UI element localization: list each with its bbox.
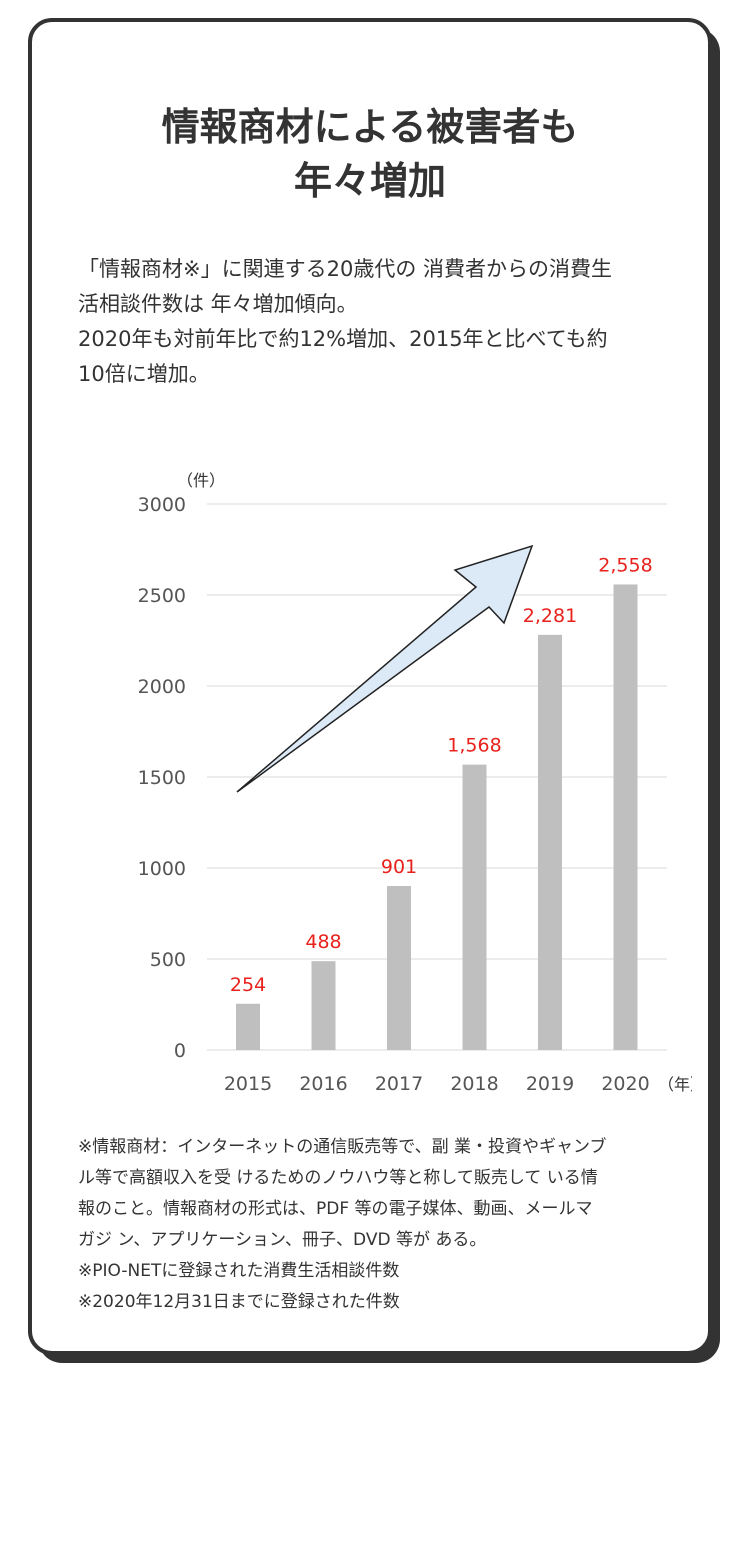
- note-line-5: ※PIO-NETに登録された消費生活相談件数: [78, 1261, 400, 1281]
- data-label-2019: 2,281: [523, 605, 577, 627]
- x-axis-unit: （年）: [658, 1075, 692, 1094]
- y-tick-label: 2500: [138, 585, 186, 607]
- x-tick-label: 2016: [299, 1073, 347, 1095]
- x-tick-label: 2017: [375, 1073, 423, 1095]
- y-tick-label: 500: [150, 949, 186, 971]
- x-tick-label: 2015: [224, 1073, 272, 1095]
- note-line-2: ル等で高額収入を受 けるためのノウハウ等と称して販売して いる情: [78, 1168, 598, 1188]
- y-tick-label: 1000: [138, 858, 186, 880]
- note-line-6: ※2020年12月31日までに登録された件数: [78, 1292, 400, 1312]
- data-label-2018: 1,568: [447, 735, 501, 757]
- bar-2016: [311, 961, 336, 1050]
- bar-2015: [236, 1003, 260, 1050]
- y-tick-label: 0: [174, 1040, 186, 1062]
- x-tick-label: 2019: [526, 1073, 574, 1095]
- y-tick-label: 2000: [138, 676, 186, 698]
- note-line-3: 報のこと。情報商材の形式は、PDF 等の電子媒体、動画、メールマ: [78, 1199, 593, 1219]
- bar-2017: [387, 886, 411, 1050]
- lead-text: 「情報商材※」に関連する20歳代の 消費者からの消費生 活相談件数は 年々増加傾…: [78, 252, 668, 392]
- lead-line-2: 活相談件数は 年々増加傾向。: [78, 292, 358, 316]
- lead-line-4: 10倍に増加。: [78, 362, 210, 386]
- data-label-2017: 901: [381, 856, 417, 878]
- y-tick-label: 3000: [138, 494, 186, 516]
- data-label-2020: 2,558: [598, 554, 652, 576]
- bars: [236, 584, 638, 1050]
- note-line-1: ※情報商材：インターネットの通信販売等で、副 業・投資やギャンブ: [78, 1137, 607, 1157]
- x-tick-label: 2018: [450, 1073, 498, 1095]
- footnotes: ※情報商材：インターネットの通信販売等で、副 業・投資やギャンブ ル等で高額収入…: [78, 1132, 678, 1318]
- y-axis-ticks: 0 500 1000 1500 2000 2500 3000: [138, 494, 186, 1062]
- bar-2018: [462, 764, 487, 1050]
- data-label-2016: 488: [305, 931, 341, 953]
- data-label-2015: 254: [230, 974, 266, 996]
- section-title: 情報商材による被害者も 年々増加: [32, 100, 708, 208]
- bar-2020: [613, 584, 638, 1050]
- x-tick-label: 2020: [601, 1073, 649, 1095]
- title-line-1: 情報商材による被害者も: [161, 105, 579, 149]
- title-line-2: 年々増加: [293, 159, 446, 203]
- note-line-4: ガジ ン、アプリケーション、冊子、DVD 等が ある。: [78, 1230, 487, 1250]
- lead-line-1: 「情報商材※」に関連する20歳代の 消費者からの消費生: [78, 257, 612, 281]
- data-labels: 254 488 901 1,568 2,281 2,558: [230, 554, 653, 995]
- y-tick-label: 1500: [138, 767, 186, 789]
- bar-2019: [538, 634, 562, 1050]
- growth-arrow-icon: [236, 544, 534, 793]
- x-axis-ticks: 2015 2016 2017 2018 2019 2020: [224, 1073, 650, 1095]
- lead-line-3: 2020年も対前年比で約12%増加、2015年と比べても約: [78, 327, 608, 351]
- info-card: 情報商材による被害者も 年々増加 「情報商材※」に関連する20歳代の 消費者から…: [28, 18, 712, 1355]
- grid-lines: [207, 503, 667, 1051]
- y-axis-unit: （件）: [177, 471, 225, 490]
